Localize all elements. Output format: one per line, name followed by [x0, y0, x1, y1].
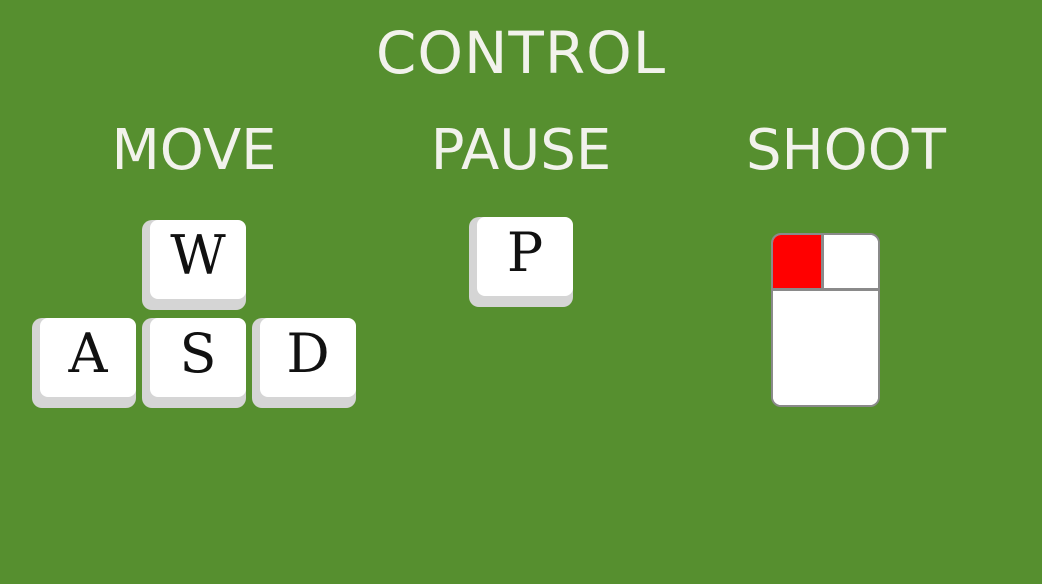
pause-label: PAUSE: [430, 118, 612, 183]
page-title: CONTROL: [375, 19, 667, 87]
key-d: D: [252, 318, 356, 408]
key-cap: [260, 318, 356, 397]
mouse-icon: [771, 233, 880, 407]
key-cap: [477, 217, 573, 296]
key-d-label: D: [286, 322, 330, 385]
key-w-label: W: [170, 224, 226, 287]
move-label: MOVE: [111, 118, 277, 183]
mouse-right-button: [824, 235, 878, 291]
key-cap: [40, 318, 136, 397]
key-s-label: S: [179, 322, 217, 385]
shoot-label: SHOOT: [745, 118, 947, 183]
key-p: P: [469, 217, 573, 307]
mouse-body: [773, 291, 878, 405]
key-w: W: [142, 220, 246, 310]
key-s: S: [142, 318, 246, 408]
key-cap: [150, 220, 246, 299]
key-a-label: A: [68, 322, 108, 385]
key-a: A: [32, 318, 136, 408]
key-cap: [150, 318, 246, 397]
mouse-left-button: [773, 235, 824, 291]
key-p-label: P: [506, 221, 544, 284]
